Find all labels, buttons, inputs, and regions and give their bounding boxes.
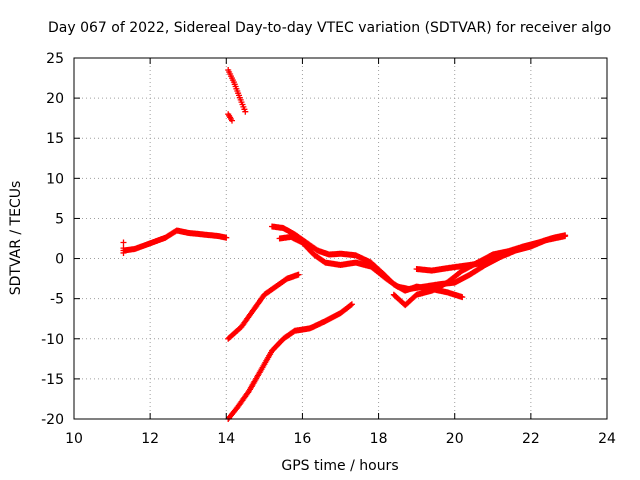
y-axis-title: SDTVAR / TECUs <box>8 181 24 296</box>
point-markers <box>413 254 496 274</box>
point-markers <box>225 271 302 342</box>
y-tick-label: 10 <box>46 171 64 187</box>
grid-lines <box>74 58 607 419</box>
x-tick-label: 12 <box>141 431 159 447</box>
series-arc-3 <box>225 111 235 124</box>
y-tick-label: 5 <box>55 211 64 227</box>
data-points <box>120 67 569 422</box>
point-markers <box>120 227 230 254</box>
x-tick-label: 16 <box>294 431 312 447</box>
y-tick-label: -20 <box>41 412 64 428</box>
x-axis-title: GPS time / hours <box>281 458 398 474</box>
y-tick-label: -15 <box>41 372 64 388</box>
chart-title: Day 067 of 2022, Sidereal Day-to-day VTE… <box>48 20 611 36</box>
series-arc-4 <box>225 271 302 342</box>
series-arc-1-start-markers <box>120 239 127 256</box>
y-tick-label: -10 <box>41 332 64 348</box>
y-tick-label: 15 <box>46 131 64 147</box>
y-tick-label: 20 <box>46 91 64 107</box>
y-tick-label: 25 <box>46 51 64 67</box>
point-markers <box>225 111 235 124</box>
series-arc-7 <box>276 233 569 292</box>
series-arc-1 <box>120 227 230 254</box>
x-tick-label: 14 <box>217 431 235 447</box>
x-tick-label: 18 <box>370 431 388 447</box>
plot-frame <box>73 57 608 420</box>
x-tick-label: 24 <box>598 431 616 447</box>
point-markers <box>276 233 569 292</box>
x-tick-label: 10 <box>65 431 83 447</box>
y-tick-label: 0 <box>55 252 64 268</box>
x-tick-label: 20 <box>446 431 464 447</box>
point-marker <box>120 239 127 246</box>
y-tick-label: -5 <box>50 292 64 308</box>
x-tick-label: 22 <box>522 431 540 447</box>
axis-ticks: 10 12 14 16 18 20 22 24 -20 -15 -10 -5 0 5 10 15 20 25 <box>41 51 616 447</box>
point-markers <box>225 67 249 115</box>
series-arc-2 <box>225 67 249 115</box>
series-arc-9 <box>413 254 496 274</box>
point-marker <box>120 249 127 256</box>
